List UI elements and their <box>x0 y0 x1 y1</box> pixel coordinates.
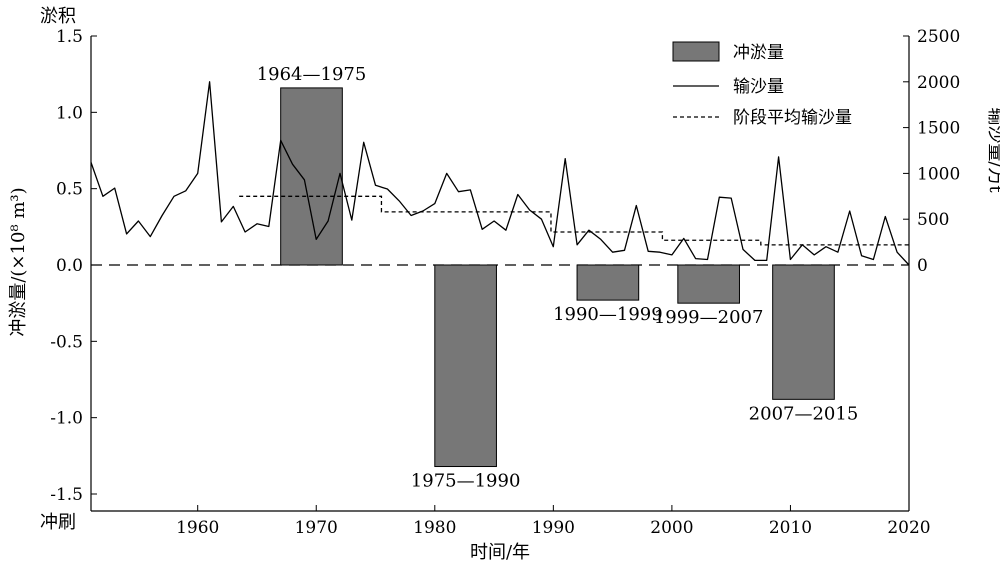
legend-label-bars: 冲淤量 <box>733 43 784 63</box>
bars-layer <box>280 87 835 468</box>
x-tick-label: 1980 <box>413 518 456 538</box>
y-right-tick-label: 1500 <box>917 119 960 139</box>
legend-label-dashed: 阶段平均输沙量 <box>733 108 852 128</box>
legend-label-line: 输沙量 <box>733 77 784 97</box>
period-label-2: 1990—1999 <box>553 304 663 325</box>
y-left-tick-label: 0.0 <box>56 256 83 276</box>
y-left-tick-label: 0.5 <box>56 180 83 200</box>
period-label-1: 1975—1990 <box>411 471 521 492</box>
x-tick-label: 1970 <box>295 518 338 538</box>
bar-1999—2007 <box>677 264 740 304</box>
y-left-tick-label: 1.5 <box>56 27 83 47</box>
y-right-tick-label: 1000 <box>917 164 960 184</box>
bar-1975—1990 <box>434 264 497 468</box>
y-left-tick-label: -1.0 <box>50 409 83 429</box>
deposition-label: 淤积 <box>40 6 76 27</box>
legend-bar-swatch <box>672 41 720 62</box>
right-axis-title: 输沙量/万t <box>985 107 1000 193</box>
lines-layer <box>90 81 910 266</box>
y-left-tick-label: 1.0 <box>56 103 83 123</box>
y-right-tick-label: 500 <box>917 210 949 230</box>
x-tick-label: 2020 <box>887 518 930 538</box>
y-left-tick-label: -1.5 <box>50 485 83 505</box>
bar-2007—2015 <box>772 264 835 400</box>
y-left-tick-label: -0.5 <box>50 332 83 352</box>
bar-1964—1975 <box>280 87 343 266</box>
bar-1990—1999 <box>576 264 640 301</box>
ticks-layer: 1960 1970 1980 1990 2000 2010 2020 1.5 1.0 0.5 0.0… <box>50 27 960 538</box>
y-right-tick-label: 2000 <box>917 73 960 93</box>
period-label-0: 1964—1975 <box>257 64 367 85</box>
x-tick-label: 2010 <box>769 518 812 538</box>
x-tick-label: 2000 <box>650 518 693 538</box>
legend: 冲淤量 输沙量 阶段平均输沙量 <box>672 41 852 128</box>
period-label-3: 1999—2007 <box>654 307 764 328</box>
y-right-tick-label: 0 <box>917 256 928 276</box>
sediment-load-line <box>90 81 910 266</box>
x-tick-label: 1990 <box>532 518 575 538</box>
y-right-tick-label: 2500 <box>917 27 960 47</box>
period-average-line <box>239 195 909 246</box>
erosion-label: 冲刷 <box>40 512 76 533</box>
x-axis-title: 时间/年 <box>470 542 530 563</box>
left-axis-title: 冲淤量/(×10⁸ m³) <box>8 187 29 336</box>
x-tick-label: 1960 <box>176 518 219 538</box>
period-label-4: 2007—2015 <box>749 403 859 424</box>
